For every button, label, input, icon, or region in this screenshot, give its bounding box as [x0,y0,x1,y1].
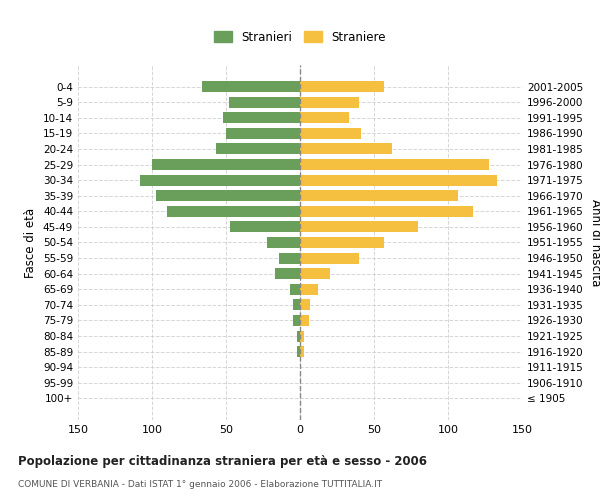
Bar [300,346,304,357]
Bar [229,96,300,108]
Bar [300,174,497,186]
Bar [300,300,310,310]
Text: Popolazione per cittadinanza straniera per età e sesso - 2006: Popolazione per cittadinanza straniera p… [18,455,427,468]
Bar [290,284,300,294]
Bar [300,268,329,279]
Y-axis label: Fasce di età: Fasce di età [25,208,37,278]
Bar [300,144,392,154]
Bar [300,237,385,248]
Bar [230,222,300,232]
Legend: Stranieri, Straniere: Stranieri, Straniere [208,25,392,50]
Bar [223,112,300,123]
Bar [300,315,309,326]
Bar [300,330,304,342]
Y-axis label: Anni di nascita: Anni di nascita [589,199,600,286]
Bar [167,206,300,217]
Bar [300,206,473,217]
Bar [300,159,490,170]
Bar [300,284,318,294]
Bar [297,330,300,342]
Bar [215,144,300,154]
Bar [226,128,300,139]
Bar [300,112,349,123]
Bar [157,190,300,201]
Bar [300,222,418,232]
Bar [300,81,385,92]
Bar [279,252,300,264]
Bar [297,346,300,357]
Bar [300,190,458,201]
Bar [275,268,300,279]
Bar [140,174,300,186]
Bar [300,96,359,108]
Bar [300,128,361,139]
Text: COMUNE DI VERBANIA - Dati ISTAT 1° gennaio 2006 - Elaborazione TUTTITALIA.IT: COMUNE DI VERBANIA - Dati ISTAT 1° genna… [18,480,382,489]
Bar [152,159,300,170]
Bar [202,81,300,92]
Bar [300,252,359,264]
Bar [293,315,300,326]
Bar [268,237,300,248]
Bar [293,300,300,310]
